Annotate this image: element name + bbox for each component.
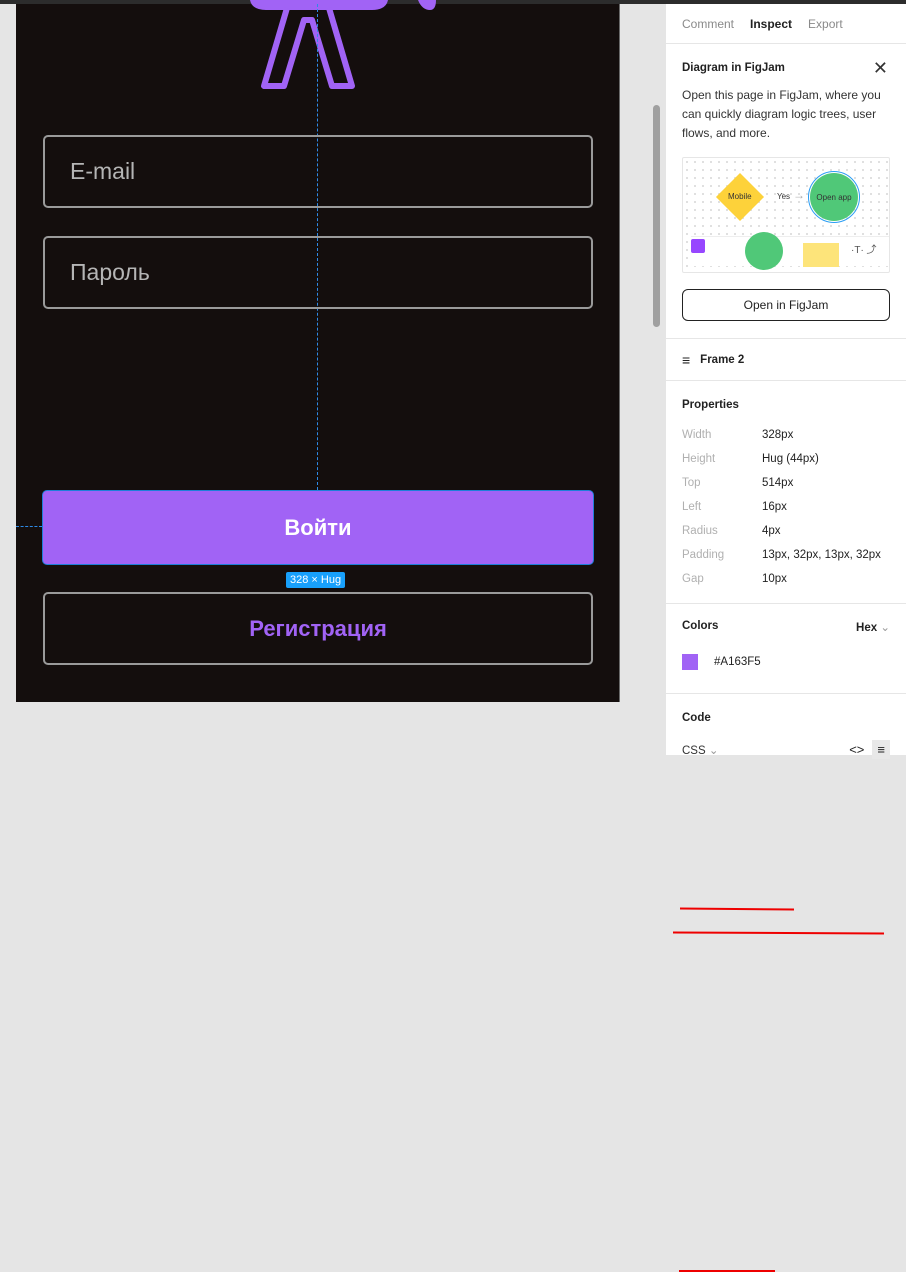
arrow-label: Yes [777, 192, 791, 201]
prop-value[interactable]: 10px [762, 573, 787, 585]
prop-value[interactable]: 514px [762, 477, 794, 489]
figjam-preview: Mobile Yes → Open app ·T· ⤴ [682, 157, 890, 273]
list-view-icon[interactable]: ≡ [872, 740, 890, 759]
tab-inspect[interactable]: Inspect [750, 16, 793, 31]
prop-value[interactable]: 328px [762, 429, 794, 441]
arrow-icon: → [793, 188, 805, 202]
figjam-section: Diagram in FigJam ✕ Open this page in Fi… [666, 44, 906, 339]
prop-label: Top [682, 477, 701, 489]
chevron-down-icon: ⌄ [880, 622, 890, 634]
logo-icon [250, 0, 436, 89]
open-in-figjam-button[interactable]: Open in FigJam [682, 289, 890, 321]
prop-width: Width 328px [682, 423, 890, 447]
prop-radius: Radius 4px [682, 519, 890, 543]
close-icon[interactable]: ✕ [872, 58, 888, 78]
toolbar-preview: ·T· ⤴ [691, 232, 889, 270]
password-field[interactable]: Пароль [43, 236, 593, 309]
prop-left: Left 16px [682, 495, 890, 519]
auto-layout-icon: ≡ [682, 351, 691, 368]
tab-comment[interactable]: Comment [682, 16, 735, 31]
guide-horizontal [16, 526, 42, 527]
inspect-panel: Comment Inspect Export Diagram in FigJam… [666, 4, 906, 1272]
canvas-scrollbar[interactable] [653, 105, 660, 327]
colors-title: Colors [682, 620, 719, 632]
mobile-frame[interactable]: E-mail Пароль Войти 328 × Hug Регистраци… [16, 0, 620, 702]
properties-title: Properties [682, 399, 739, 411]
prop-height: Height Hug (44px) [682, 447, 890, 471]
code-section: Code CSS ⌄ <> ≡ [666, 694, 906, 759]
guide-vertical [317, 4, 318, 490]
prop-value[interactable]: 16px [762, 501, 787, 513]
figjam-description: Open this page in FigJam, where you can … [682, 88, 881, 140]
register-button[interactable]: Регистрация [43, 592, 593, 665]
layer-name: Frame 2 [700, 353, 745, 366]
circle-label: Open app [816, 192, 852, 202]
figjam-title: Diagram in FigJam [682, 62, 785, 74]
prop-label: Gap [682, 573, 704, 585]
tab-export[interactable]: Export [808, 16, 843, 31]
email-placeholder: E-mail [70, 158, 136, 184]
color-row[interactable]: #A163F5 [682, 654, 890, 670]
panel-tabs: Comment Inspect Export [666, 4, 906, 44]
annotation-underline [672, 931, 885, 935]
color-swatch [682, 654, 698, 670]
code-language-select[interactable]: CSS ⌄ [682, 743, 719, 757]
color-format-label: Hex [856, 622, 878, 634]
prop-gap: Gap 10px [682, 567, 890, 591]
prop-value[interactable]: 4px [762, 525, 781, 537]
code-title: Code [682, 712, 711, 724]
colors-section: Colors Hex ⌄ #A163F5 [666, 604, 906, 1272]
properties-section: Properties Width 328px Height Hug (44px) T… [666, 381, 906, 935]
prop-padding: Padding 13px, 32px, 13px, 32px [682, 543, 890, 567]
email-field[interactable]: E-mail [43, 135, 593, 208]
code-view-icon[interactable]: <> [849, 742, 865, 757]
canvas[interactable]: E-mail Пароль Войти 328 × Hug Регистраци… [0, 0, 666, 755]
prop-top: Top 514px [682, 471, 890, 495]
prop-label: Radius [682, 525, 718, 537]
color-value: #A163F5 [714, 656, 761, 668]
prop-label: Height [682, 453, 716, 465]
prop-value[interactable]: Hug (44px) [762, 453, 819, 465]
prop-value[interactable]: 13px, 32px, 13px, 32px [762, 549, 881, 561]
color-format-select[interactable]: Hex ⌄ [856, 620, 890, 634]
login-button[interactable]: Войти [42, 490, 594, 565]
chevron-down-icon: ⌄ [708, 744, 719, 757]
layer-header: ≡ Frame 2 [666, 339, 906, 381]
prop-label: Width [682, 429, 712, 441]
code-language-label: CSS [682, 744, 706, 757]
circle-shape: Open app [808, 171, 860, 223]
top-bar [0, 0, 906, 4]
annotation-underline [679, 907, 795, 911]
prop-label: Left [682, 501, 702, 513]
prop-label: Padding [682, 549, 725, 561]
diamond-label: Mobile [728, 192, 752, 201]
size-badge: 328 × Hug [286, 572, 346, 588]
password-placeholder: Пароль [70, 259, 150, 285]
